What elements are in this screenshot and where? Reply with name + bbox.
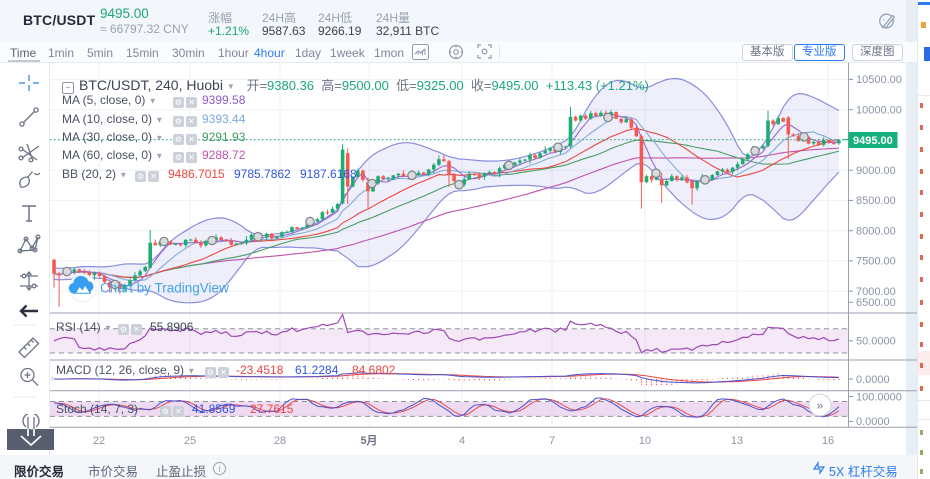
svg-text:25: 25 — [184, 435, 196, 447]
svg-text:7500.00: 7500.00 — [856, 256, 896, 268]
svg-text:6500.00: 6500.00 — [856, 297, 896, 309]
svg-text:5月: 5月 — [360, 434, 377, 447]
svg-text:7000.00: 7000.00 — [856, 286, 896, 298]
svg-text:22: 22 — [93, 435, 105, 447]
svg-text:10: 10 — [639, 435, 651, 447]
svg-text:8000.00: 8000.00 — [856, 226, 896, 238]
svg-text:7: 7 — [549, 435, 555, 447]
svg-text:0.0000: 0.0000 — [856, 416, 890, 428]
svg-text:10500.00: 10500.00 — [856, 74, 902, 86]
svg-text:10000.00: 10000.00 — [856, 105, 902, 117]
svg-text:13: 13 — [731, 435, 743, 447]
svg-text:16: 16 — [822, 435, 834, 447]
svg-text:9000.00: 9000.00 — [856, 165, 896, 177]
svg-text:100.0000: 100.0000 — [856, 391, 902, 403]
svg-text:28: 28 — [274, 435, 286, 447]
svg-text:Chart by TradingView: Chart by TradingView — [100, 281, 229, 296]
svg-text:4: 4 — [459, 435, 465, 447]
svg-text:»: » — [817, 399, 824, 413]
svg-text:8500.00: 8500.00 — [856, 195, 896, 207]
svg-text:50.0000: 50.0000 — [856, 336, 896, 348]
svg-text:0.0000: 0.0000 — [856, 374, 890, 386]
svg-text:‹: ‹ — [51, 373, 54, 383]
svg-text:9495.00: 9495.00 — [853, 135, 893, 147]
